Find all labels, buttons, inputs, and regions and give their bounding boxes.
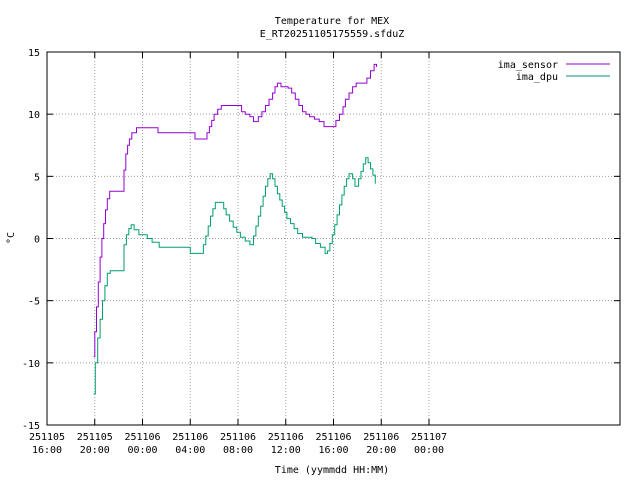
legend-label-ima-dpu: ima_dpu [516,72,558,83]
x-tick-label-time: 12:00 [271,445,301,456]
x-tick-label-date: 251107 [411,432,447,443]
y-tick-label: -15 [22,421,40,432]
y-axis-label: °C [6,232,17,244]
x-tick-label-date: 251106 [172,432,208,443]
x-tick-label-time: 00:00 [127,445,157,456]
x-tick-label-time: 16:00 [32,445,62,456]
x-tick-label-date: 251106 [363,432,399,443]
y-tick-label: 5 [34,172,40,183]
grid-lines [47,52,620,425]
x-tick-label-time: 20:00 [366,445,396,456]
series-line-ima-dpu [93,157,376,395]
y-tick-label: 15 [28,48,40,59]
x-tick-label-date: 251106 [315,432,351,443]
y-tick-label: 10 [28,110,40,121]
y-tick-label: -10 [22,359,40,370]
x-tick-label-date: 251105 [29,432,65,443]
x-tick-label-time: 16:00 [318,445,348,456]
x-tick-label-date: 251106 [124,432,160,443]
chart-title: Temperature for MEX [275,16,389,27]
x-tick-label-date: 251105 [77,432,113,443]
y-tick-label: -5 [28,297,40,308]
axis-ticks [46,51,620,426]
chart-subtitle: E_RT20251105175559.sfduZ [260,29,405,40]
x-axis-label: Time (yymmdd HH:MM) [275,465,389,476]
x-tick-label-time: 20:00 [80,445,110,456]
y-tick-label: 0 [34,235,40,246]
x-tick-label-date: 251106 [220,432,256,443]
x-tick-label-time: 08:00 [223,445,253,456]
x-tick-label-time: 00:00 [414,445,444,456]
series-lines [93,63,377,395]
series-line-ima-sensor [93,63,377,358]
x-tick-label-time: 04:00 [175,445,205,456]
legend: ima_sensor ima_dpu [498,60,610,83]
x-tick-label-date: 251106 [268,432,304,443]
legend-label-ima-sensor: ima_sensor [498,60,558,71]
